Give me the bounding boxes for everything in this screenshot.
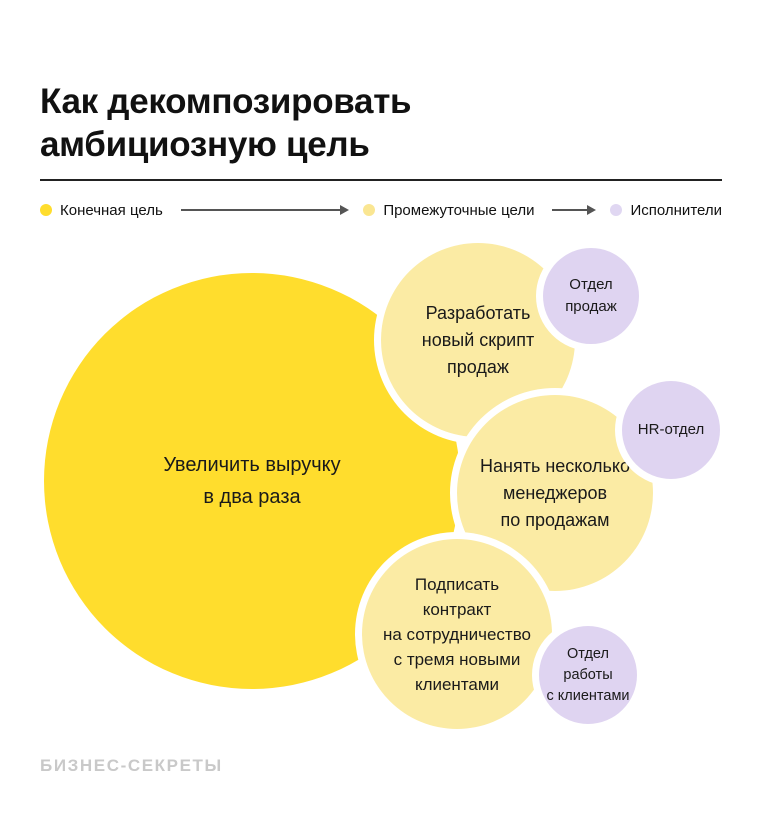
divider-line — [40, 179, 722, 181]
executor-circle-hr-department: HR-отдел — [622, 381, 720, 479]
legend-label-executors: Исполнители — [630, 201, 722, 219]
subgoal-circle-sign-contract: Подписать контракт на сотрудничество с т… — [362, 539, 552, 729]
footer-logo: БИЗНЕС-СЕКРЕТЫ — [40, 756, 223, 775]
intermediate-goals-dot-icon — [363, 204, 376, 216]
legend-arrow-long-icon — [180, 205, 349, 215]
executor-circle-client-department: Отдел работы с клиентами — [539, 626, 637, 724]
legend: Конечная цель Промежуточные цели Исполни… — [40, 200, 722, 220]
legend-arrow-short-icon — [552, 205, 597, 215]
legend-label-final-goal: Конечная цель — [60, 201, 163, 219]
legend-item-final-goal: Конечная цель — [40, 202, 163, 219]
page-title: Как декомпозировать амбициозную цель — [40, 82, 412, 165]
legend-item-executors: Исполнители — [610, 202, 722, 219]
legend-item-intermediate-goals: Промежуточные цели — [363, 202, 534, 219]
final-goal-dot-icon — [40, 204, 52, 216]
executor-circle-sales-department: Отдел продаж — [543, 248, 639, 344]
legend-label-intermediate-goals: Промежуточные цели — [383, 201, 535, 219]
executors-dot-icon — [610, 204, 623, 216]
